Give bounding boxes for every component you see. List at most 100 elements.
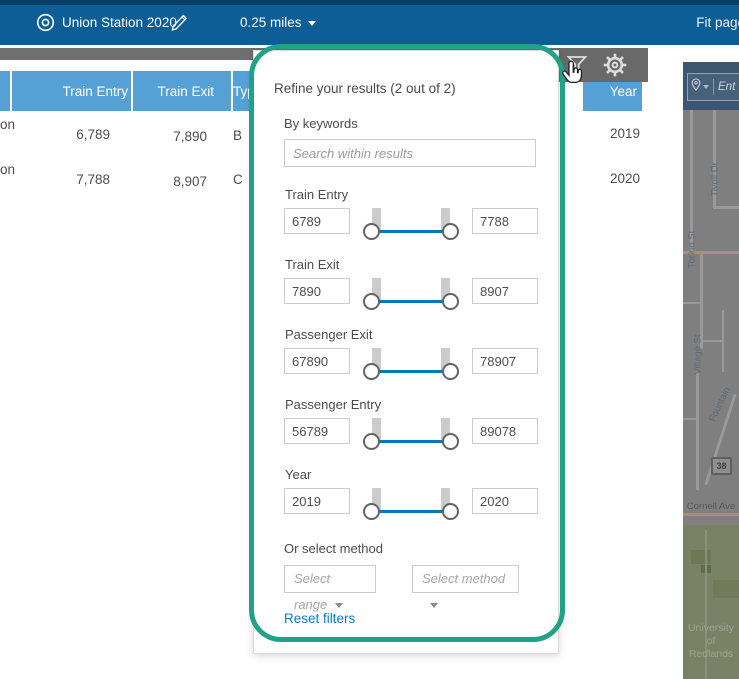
max-value-input[interactable]	[472, 418, 538, 444]
map-area-label-line1: University of	[687, 622, 735, 647]
slider-handle-right[interactable]	[442, 293, 459, 310]
cell-year: 2020	[609, 171, 640, 186]
max-value-input[interactable]	[472, 348, 538, 374]
distance-dropdown[interactable]: 0.25 miles	[240, 15, 316, 30]
slider-handle-right[interactable]	[442, 363, 459, 380]
map-search-input[interactable]	[716, 80, 739, 94]
map-street	[705, 530, 707, 679]
map-search-box[interactable]	[687, 73, 739, 101]
min-value-input[interactable]	[284, 348, 350, 374]
slider-handle-tab-left[interactable]	[372, 208, 381, 230]
distance-value: 0.25 miles	[240, 15, 302, 30]
map-street	[713, 206, 739, 209]
map-street	[683, 418, 697, 420]
slider-track	[371, 510, 451, 513]
slider-track	[371, 370, 451, 373]
slider-handle-tab-right[interactable]	[441, 208, 450, 230]
slider-label: Passenger Entry	[285, 397, 382, 412]
map-street	[690, 110, 693, 255]
map-canvas[interactable]: Tivoli Dr Torino St Village St Fountain …	[683, 110, 739, 679]
reset-filters-link[interactable]: Reset filters	[284, 611, 356, 626]
select-method-dropdown[interactable]: Select method	[412, 565, 519, 609]
select-range-dropdown[interactable]: Select range	[284, 565, 376, 612]
map-green-patch	[691, 550, 711, 564]
keyword-search-input[interactable]	[284, 139, 536, 167]
slider-handle-left[interactable]	[363, 433, 380, 450]
method-label: Or select method	[284, 541, 383, 556]
cell-train-entry: 7,788	[76, 172, 110, 187]
map-street-label-cornell: Cornell Ave	[686, 501, 736, 512]
map-header	[683, 62, 739, 110]
slider-handle-left[interactable]	[363, 293, 380, 310]
slider-label: Passenger Exit	[285, 327, 373, 342]
max-value-input[interactable]	[472, 278, 538, 304]
slider-handle-left[interactable]	[363, 503, 380, 520]
min-value-input[interactable]	[284, 208, 350, 234]
slider-handle-tab-left[interactable]	[372, 488, 381, 510]
table-row[interactable]: on 6,789 7,890 B 2019	[0, 112, 682, 158]
filter-group-passenger-entry: Passenger Entry	[284, 397, 538, 459]
map-street	[713, 110, 716, 208]
chevron-down-icon	[430, 603, 438, 609]
column-header-station-sliver	[0, 71, 10, 111]
cell-type: C	[233, 172, 243, 187]
map-street	[683, 251, 739, 254]
app-bar: Union Station 2020 0.25 miles Fit page	[0, 0, 739, 45]
edit-pencil-icon[interactable]	[170, 12, 190, 37]
slider-handle-tab-left[interactable]	[372, 278, 381, 300]
slider-handle-tab-right[interactable]	[441, 488, 450, 510]
map-street	[683, 302, 702, 304]
app-bar-top-strip	[0, 0, 739, 5]
gear-icon[interactable]	[602, 52, 628, 83]
map-pin-icon	[691, 78, 701, 96]
filter-group-passenger-exit: Passenger Exit	[284, 327, 538, 389]
filter-group-train-exit: Train Exit	[284, 257, 538, 319]
range-slider	[363, 274, 459, 318]
page-title: Union Station 2020	[62, 15, 177, 30]
range-slider	[363, 414, 459, 458]
map-street-label-torino: Torino St	[686, 230, 698, 269]
slider-handle-left[interactable]	[363, 223, 380, 240]
map-street-label-tivoli: Tivoli Dr	[709, 162, 721, 197]
cell-type: B	[233, 128, 243, 143]
min-value-input[interactable]	[284, 418, 350, 444]
fit-page-button[interactable]: Fit page	[696, 15, 739, 30]
cell-train-exit: 7,890	[173, 129, 207, 144]
map-street	[700, 340, 724, 342]
chevron-down-icon[interactable]	[703, 85, 709, 89]
slider-handle-right[interactable]	[442, 503, 459, 520]
column-header-train-entry[interactable]: Train Entry	[12, 71, 131, 111]
min-value-input[interactable]	[284, 278, 350, 304]
divider	[713, 79, 714, 95]
map-area-label-line2: Redlands	[688, 648, 734, 660]
cell-train-entry: 6,789	[76, 127, 110, 142]
route-shield: 38	[711, 457, 732, 475]
filter-icon[interactable]	[566, 55, 588, 80]
slider-handle-left[interactable]	[363, 363, 380, 380]
max-value-input[interactable]	[472, 488, 538, 514]
column-header-train-exit[interactable]: Train Exit	[133, 71, 231, 111]
max-value-input[interactable]	[472, 208, 538, 234]
slider-label: Train Exit	[285, 257, 340, 272]
range-slider	[363, 484, 459, 528]
select-range-value: Select range	[294, 571, 331, 612]
slider-handle-tab-right[interactable]	[441, 348, 450, 370]
slider-handle-right[interactable]	[442, 433, 459, 450]
panel-title: Refine your results (2 out of 2)	[274, 81, 456, 96]
slider-handle-tab-left[interactable]	[372, 418, 381, 440]
chevron-down-icon	[335, 603, 344, 609]
slider-handle-tab-right[interactable]	[441, 418, 450, 440]
slider-track	[371, 230, 451, 233]
min-value-input[interactable]	[284, 488, 350, 514]
cell-station-fragment: on	[0, 117, 16, 132]
map-street	[700, 254, 703, 349]
table-row[interactable]: on 7,788 8,907 C 2020	[0, 158, 682, 204]
slider-handle-right[interactable]	[442, 223, 459, 240]
map-widget[interactable]: Tivoli Dr Torino St Village St Fountain …	[683, 62, 739, 679]
cell-station-fragment: on	[0, 162, 16, 177]
slider-handle-tab-right[interactable]	[441, 278, 450, 300]
select-method-value: Select method	[422, 571, 506, 586]
slider-handle-tab-left[interactable]	[372, 348, 381, 370]
slider-label: Train Entry	[285, 187, 349, 202]
